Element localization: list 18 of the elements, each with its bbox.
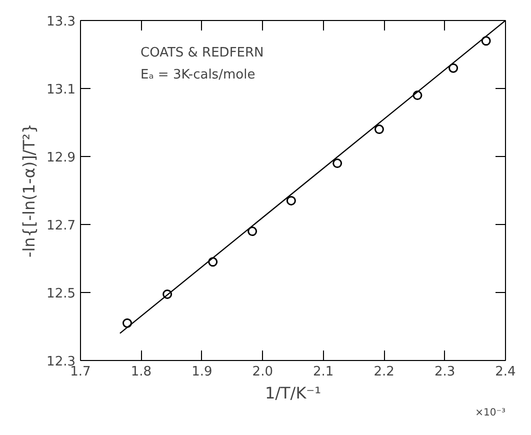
x-tick-label: 1.7 bbox=[70, 364, 91, 380]
y-tick-label: 13.3 bbox=[46, 14, 76, 30]
y-tick-label: 12.7 bbox=[46, 218, 76, 234]
y-tick-label: 12.5 bbox=[46, 286, 76, 302]
y-tick-label: 13.1 bbox=[46, 82, 76, 98]
x-tick-label: 2.4 bbox=[495, 364, 516, 380]
y-tick-label: 12.9 bbox=[46, 150, 76, 166]
x-tick-label: 1.8 bbox=[130, 364, 152, 380]
x-tick-label: 2.3 bbox=[434, 364, 456, 380]
annotation: Eₐ = 3K-cals/mole bbox=[140, 68, 256, 82]
x-axis-title: 1/T/K⁻¹ bbox=[264, 384, 322, 402]
text: ×10⁻³ bbox=[475, 408, 506, 418]
y-axis-title: -ln{[-ln(1-α)]/T²} bbox=[20, 123, 39, 258]
annotation: COATS & REDFERN bbox=[140, 46, 264, 60]
x-tick-label: 1.9 bbox=[192, 364, 212, 380]
x-tick-label: 2.0 bbox=[252, 364, 273, 380]
x-tick-label: 2.2 bbox=[374, 364, 394, 380]
x-tick-label: 2.1 bbox=[313, 364, 334, 380]
